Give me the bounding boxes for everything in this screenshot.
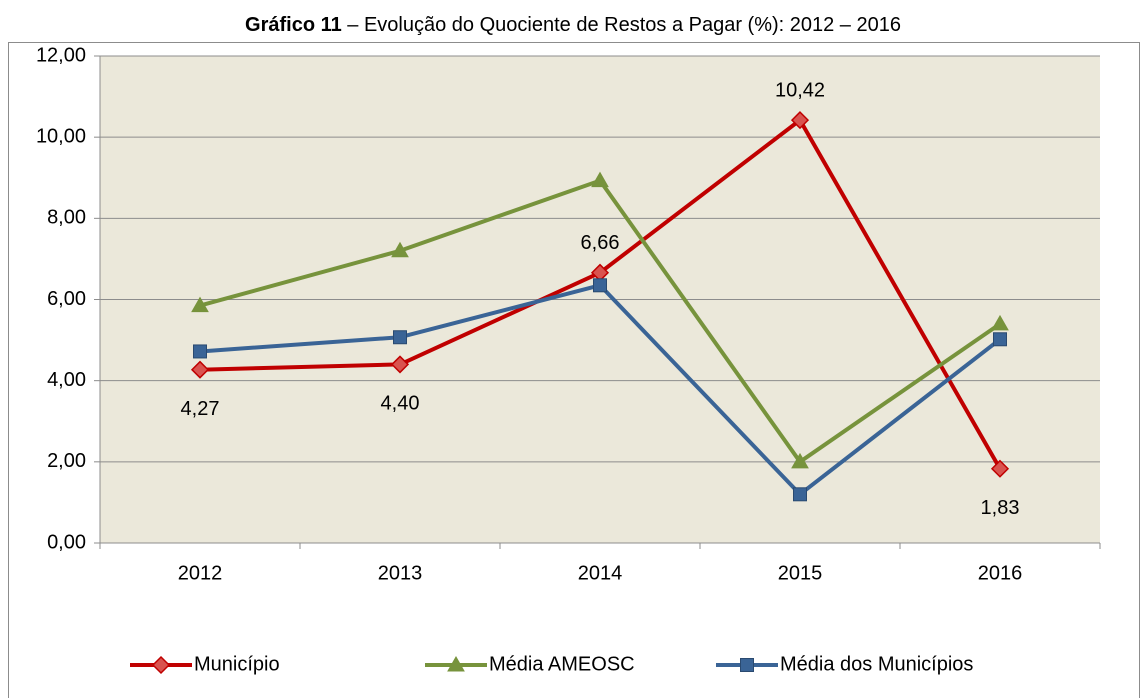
y-tick-label: 8,00 bbox=[47, 207, 86, 229]
data-point bbox=[591, 171, 609, 188]
y-tick-label: 12,00 bbox=[36, 44, 86, 66]
data-point bbox=[793, 487, 807, 502]
data-point bbox=[193, 344, 207, 359]
data-point bbox=[791, 452, 809, 469]
y-tick-label: 10,00 bbox=[36, 125, 86, 147]
y-tick-label: 0,00 bbox=[47, 531, 86, 553]
y-tick-label: 6,00 bbox=[47, 288, 86, 310]
data-label: 4,27 bbox=[181, 398, 220, 420]
y-tick-label: 2,00 bbox=[47, 450, 86, 472]
data-label: 6,66 bbox=[581, 232, 620, 254]
data-label: 10,42 bbox=[775, 79, 825, 101]
data-point bbox=[191, 296, 209, 313]
data-point bbox=[990, 459, 1010, 478]
x-tick-label: 2015 bbox=[778, 562, 823, 584]
data-label: 1,83 bbox=[981, 497, 1020, 519]
x-tick-label: 2013 bbox=[378, 562, 423, 584]
title-bold: Gráfico 11 bbox=[245, 14, 342, 36]
data-point bbox=[790, 111, 810, 130]
x-tick-label: 2012 bbox=[178, 562, 223, 584]
title-rest: – Evolução do Quociente de Restos a Paga… bbox=[342, 14, 901, 36]
data-label: 4,40 bbox=[381, 393, 420, 415]
data-point bbox=[991, 314, 1009, 331]
data-point bbox=[993, 332, 1007, 347]
legend-marker bbox=[151, 655, 171, 675]
legend-label: Média AMEOSC bbox=[489, 653, 635, 675]
legend-marker bbox=[447, 655, 465, 672]
x-tick-label: 2014 bbox=[578, 562, 623, 584]
data-point bbox=[393, 330, 407, 345]
chart-title: Gráfico 11 – Evolução do Quociente de Re… bbox=[245, 14, 901, 36]
data-point bbox=[593, 278, 607, 293]
legend-label: Município bbox=[194, 653, 280, 675]
x-tick-label: 2016 bbox=[978, 562, 1023, 584]
data-point bbox=[390, 355, 410, 374]
y-tick-label: 4,00 bbox=[47, 369, 86, 391]
legend-marker bbox=[740, 658, 754, 672]
legend-label: Média dos Municípios bbox=[780, 653, 973, 675]
data-point bbox=[391, 241, 409, 258]
data-point bbox=[190, 360, 210, 379]
